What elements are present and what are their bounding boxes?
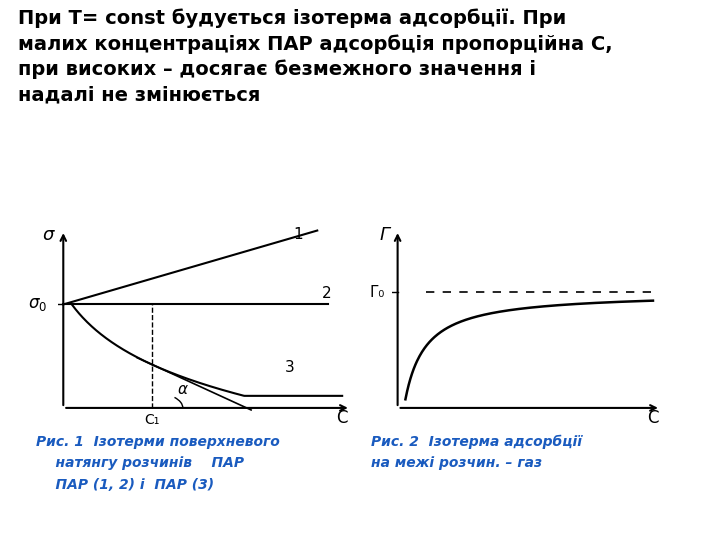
Text: на межі розчин. – газ: на межі розчин. – газ	[371, 456, 542, 470]
Text: $\sigma_0$: $\sigma_0$	[28, 295, 48, 313]
Text: 2: 2	[323, 286, 332, 301]
Text: Рис. 2  Ізотерма адсорбції: Рис. 2 Ізотерма адсорбції	[371, 435, 582, 449]
Text: Г: Г	[379, 226, 390, 245]
Text: С: С	[647, 409, 659, 427]
Text: С: С	[336, 409, 348, 427]
Text: ПАР (1, 2) і  ПАР (3): ПАР (1, 2) і ПАР (3)	[36, 478, 214, 492]
Text: 1: 1	[294, 227, 303, 242]
Text: $\sigma$: $\sigma$	[42, 226, 56, 245]
Text: C₁: C₁	[144, 413, 159, 427]
Text: натянгу розчинів    ПАР: натянгу розчинів ПАР	[36, 456, 244, 470]
Text: При T= const будується ізотерма адсорбції. При
малих концентраціях ПАР адсорбція: При T= const будується ізотерма адсорбці…	[18, 8, 613, 104]
Text: Рис. 1  Ізотерми поверхневого: Рис. 1 Ізотерми поверхневого	[36, 435, 280, 449]
Text: 3: 3	[285, 360, 295, 375]
Text: Г₀: Г₀	[369, 285, 384, 300]
Text: $\alpha$: $\alpha$	[177, 382, 189, 397]
